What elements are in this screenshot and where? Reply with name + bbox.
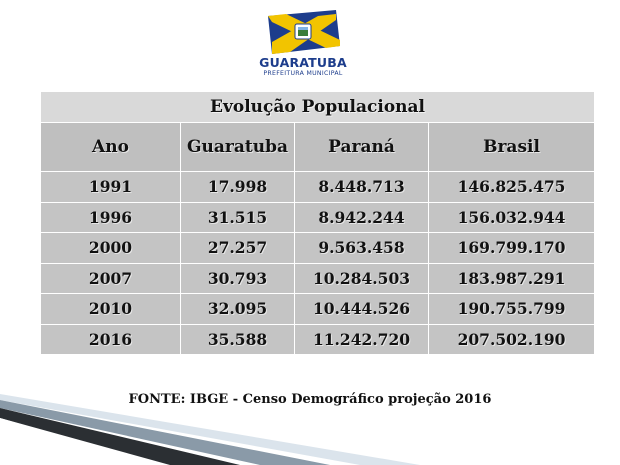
cell-parana: 9.563.458	[294, 232, 429, 264]
logo-name: GUARATUBA	[259, 55, 347, 70]
cell-brasil: 169.799.170	[427, 232, 596, 264]
table-row: 2000 27.257 9.563.458 169.799.170	[40, 232, 596, 264]
column-header-ano: Ano	[40, 122, 181, 172]
cell-brasil: 183.987.291	[427, 262, 596, 294]
table-header-row: Ano Guaratuba Paraná Brasil	[40, 122, 596, 172]
cell-guaratuba: 31.515	[180, 201, 295, 233]
cell-guaratuba: 32.095	[180, 293, 295, 325]
cell-guaratuba: 27.257	[180, 232, 295, 264]
cell-year: 2007	[40, 262, 181, 294]
population-table: Evolução Populacional Ano Guaratuba Para…	[39, 91, 596, 355]
column-header-guaratuba: Guaratuba	[180, 122, 295, 172]
column-header-brasil: Brasil	[427, 122, 596, 172]
table-row: 2016 35.588 11.242.720 207.502.190	[40, 323, 596, 355]
cell-brasil: 190.755.799	[427, 293, 596, 325]
cell-parana: 10.284.503	[294, 262, 429, 294]
cell-guaratuba: 35.588	[180, 323, 295, 355]
cell-brasil: 207.502.190	[427, 323, 596, 355]
cell-parana: 10.444.526	[294, 293, 429, 325]
population-table-container: Evolução Populacional Ano Guaratuba Para…	[39, 91, 596, 355]
column-header-parana: Paraná	[294, 122, 429, 172]
cell-brasil: 146.825.475	[427, 171, 596, 203]
prefeitura-logo: GUARATUBA PREFEITURA MUNICIPAL	[258, 10, 348, 77]
cell-guaratuba: 17.998	[180, 171, 295, 203]
municipal-flag-icon	[268, 10, 340, 54]
decorative-swoosh	[0, 394, 420, 465]
cell-parana: 11.242.720	[294, 323, 429, 355]
table-row: 2007 30.793 10.284.503 183.987.291	[40, 262, 596, 294]
cell-brasil: 156.032.944	[427, 201, 596, 233]
table-title: Evolução Populacional	[39, 91, 596, 123]
source-note: FONTE: IBGE - Censo Demográfico projeção…	[128, 392, 492, 407]
table-row: 2010 32.095 10.444.526 190.755.799	[40, 293, 596, 325]
cell-year: 2016	[40, 323, 181, 355]
table-row: 1991 17.998 8.448.713 146.825.475	[40, 171, 596, 203]
cell-year: 1991	[40, 171, 181, 203]
cell-guaratuba: 30.793	[180, 262, 295, 294]
table-row: 1996 31.515 8.942.244 156.032.944	[40, 201, 596, 233]
cell-parana: 8.448.713	[294, 171, 429, 203]
cell-year: 2010	[40, 293, 181, 325]
cell-year: 1996	[40, 201, 181, 233]
cell-year: 2000	[40, 232, 181, 264]
cell-parana: 8.942.244	[294, 201, 429, 233]
logo-subtitle: PREFEITURA MUNICIPAL	[263, 70, 343, 77]
